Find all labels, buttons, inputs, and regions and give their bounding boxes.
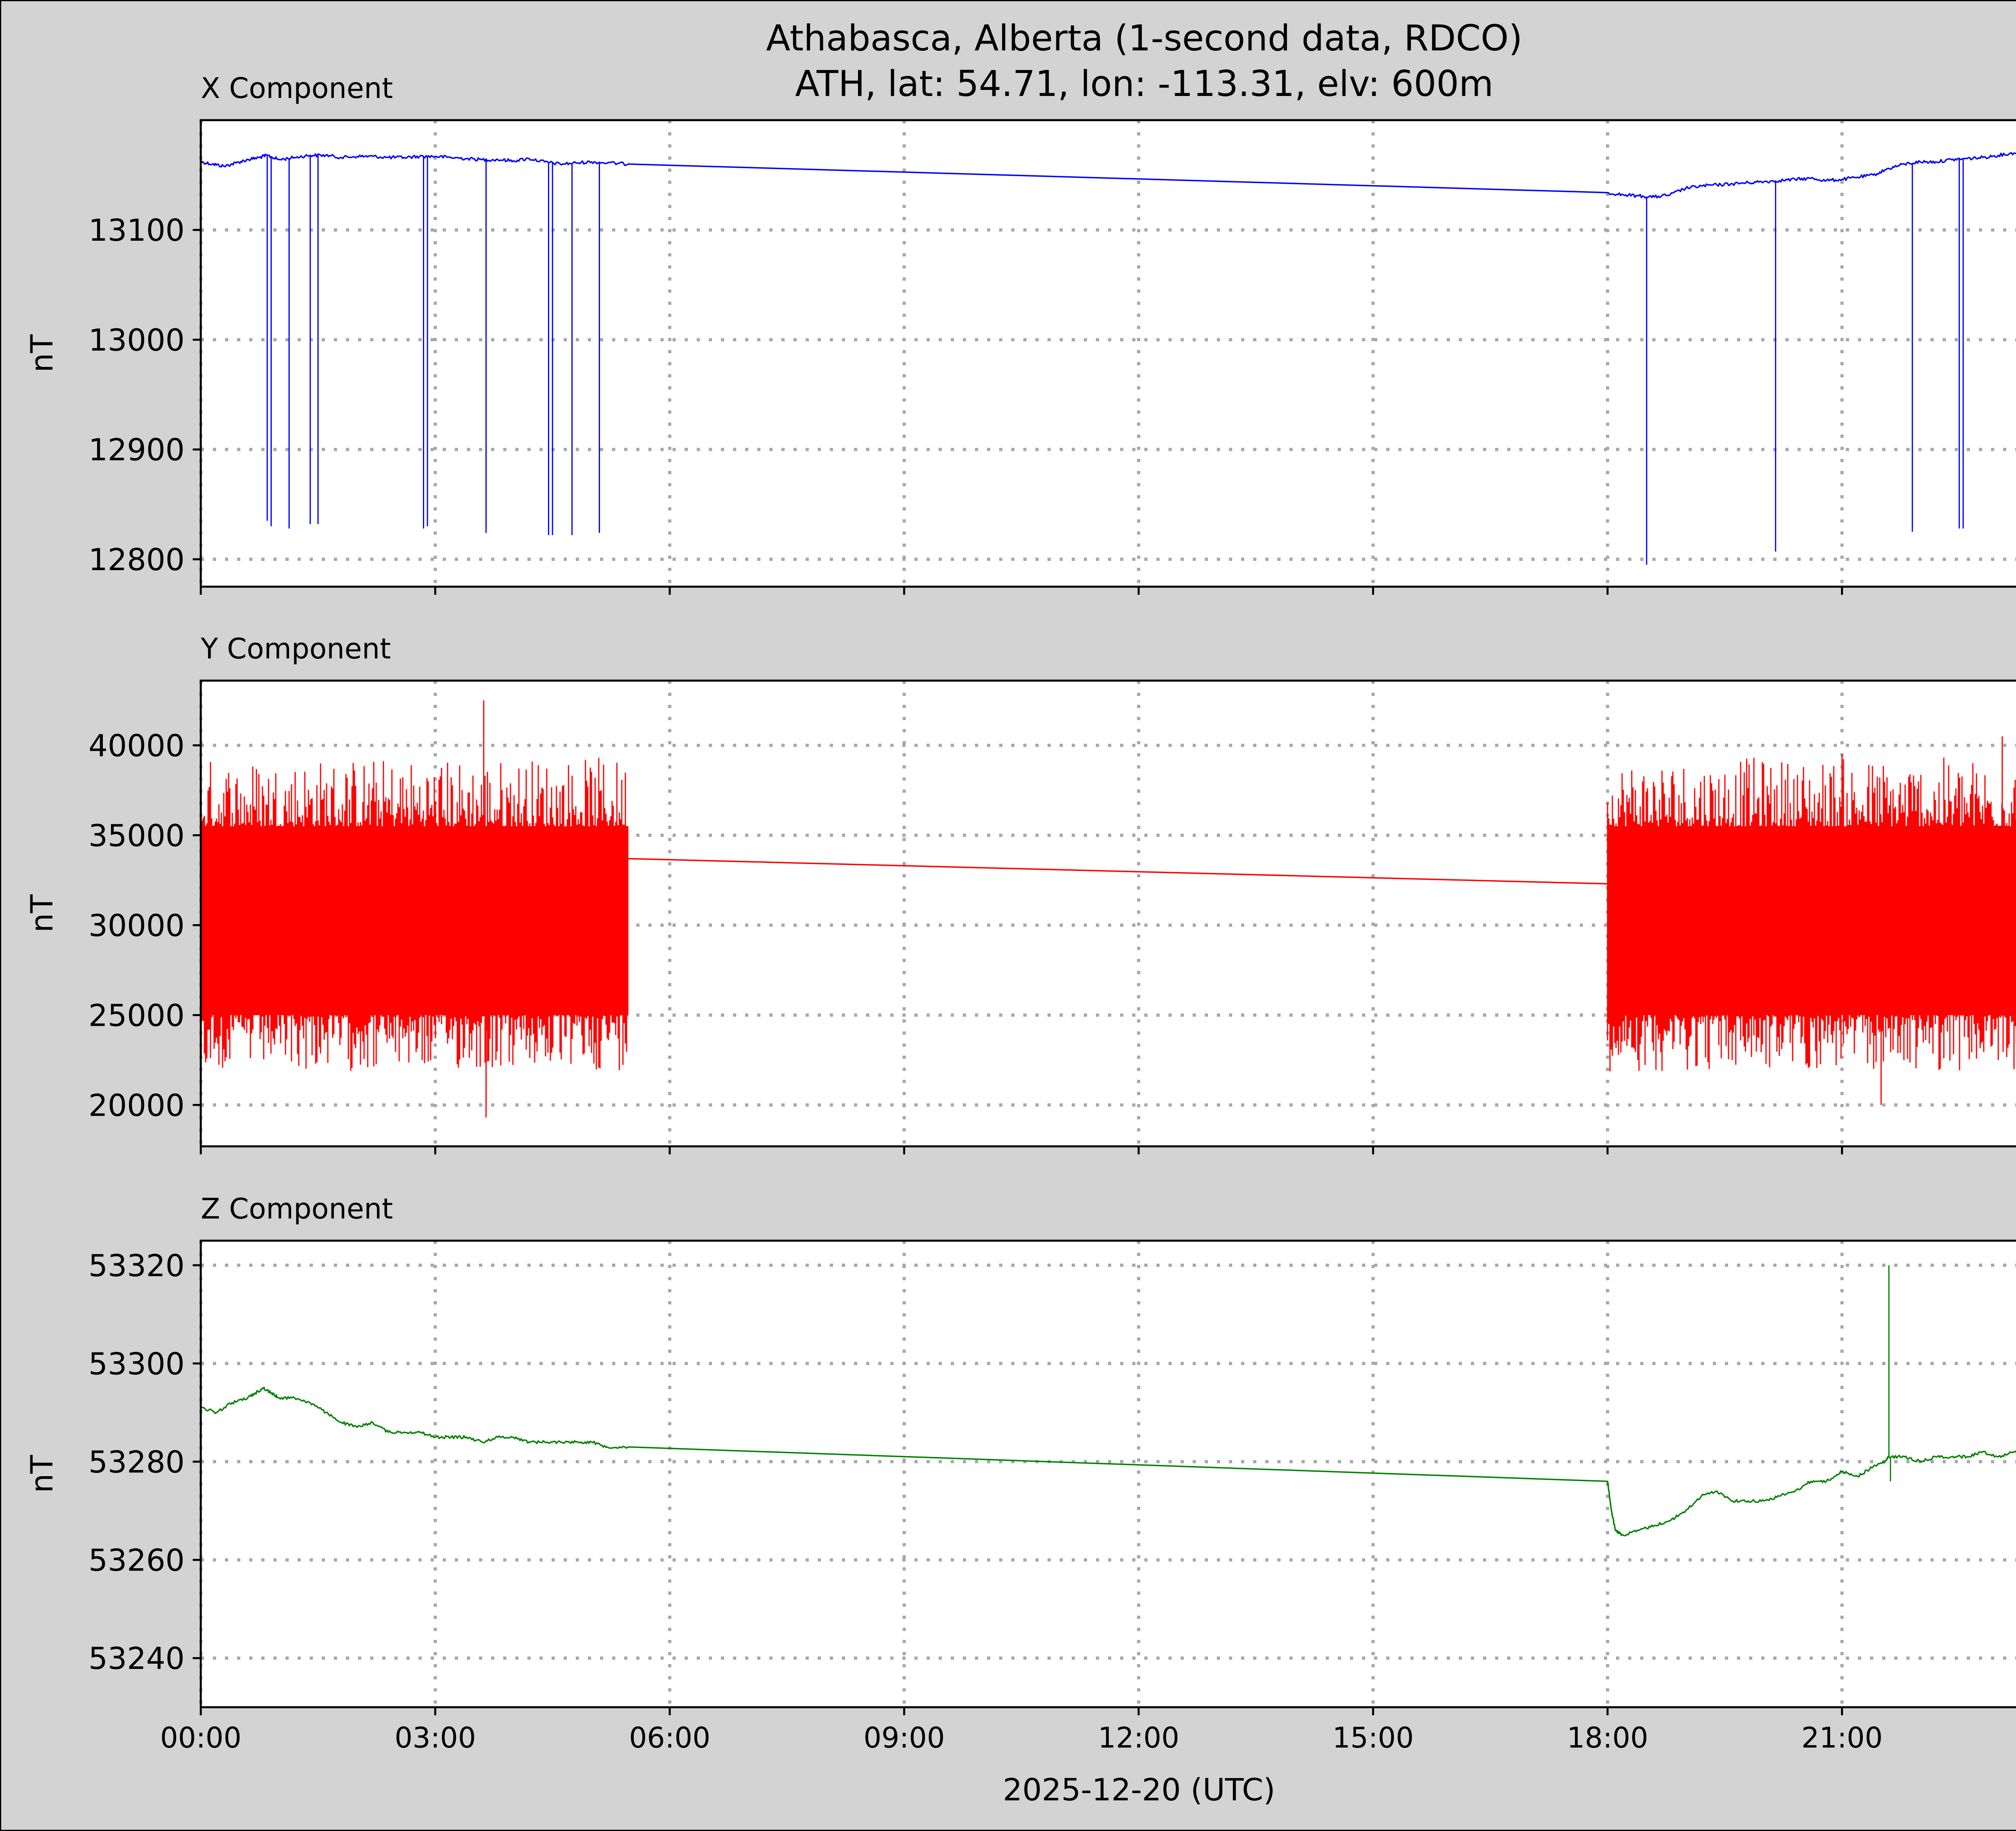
y-tick-label: 12800 bbox=[88, 542, 185, 577]
figure-title-line1: Athabasca, Alberta (1-second data, RDCO) bbox=[766, 17, 1522, 59]
figure-title-line2: ATH, lat: 54.71, lon: -113.31, elv: 600m bbox=[795, 63, 1493, 104]
x-tick-label: 21:00 bbox=[1801, 1721, 1883, 1754]
y-tick-label: 40000 bbox=[88, 728, 185, 764]
y-tick-label: 13100 bbox=[88, 212, 185, 248]
y-axis-label: nT bbox=[24, 894, 60, 933]
y-axis-label: nT bbox=[24, 1455, 60, 1493]
y-tick-label: 53300 bbox=[88, 1346, 185, 1381]
y-tick-label: 53240 bbox=[88, 1641, 185, 1676]
subplot-title: Y Component bbox=[200, 632, 391, 665]
plot-content bbox=[201, 1265, 2016, 1537]
series-line-0 bbox=[201, 1386, 2016, 1537]
x-tick-label: 15:00 bbox=[1333, 1721, 1414, 1754]
x-tick-label: 12:00 bbox=[1098, 1721, 1179, 1754]
z-component-panel: 53240 53260 53280 53300 53320 00:00 03:00 06:00… bbox=[24, 1192, 2016, 1754]
y-tick-label: 30000 bbox=[88, 908, 185, 943]
y-component-panel: 20000 25000 30000 35000 40000 Y Component nT bbox=[24, 632, 2016, 1154]
y-tick-label: 35000 bbox=[88, 818, 185, 854]
x-tick-label: 00:00 bbox=[160, 1721, 242, 1754]
x-tick-label: 18:00 bbox=[1567, 1721, 1648, 1754]
plot-content bbox=[201, 152, 2016, 565]
y-axis-label: nT bbox=[24, 334, 60, 373]
x-tick-label: 03:00 bbox=[395, 1721, 476, 1754]
series-line-0 bbox=[628, 858, 1608, 885]
y-tick-label: 53320 bbox=[88, 1248, 185, 1283]
plot-area bbox=[201, 1241, 2016, 1707]
plot-area bbox=[201, 120, 2016, 587]
y-tick-label: 53280 bbox=[88, 1444, 185, 1480]
y-tick-label: 25000 bbox=[88, 998, 185, 1033]
x-tick-label: 06:00 bbox=[629, 1721, 710, 1754]
subplot-title: X Component bbox=[201, 72, 393, 105]
plot-content bbox=[201, 700, 2016, 1118]
x-component-panel: 12800 12900 13000 13100 X Component nT bbox=[24, 72, 2016, 595]
x-tick-label: 09:00 bbox=[864, 1721, 945, 1754]
y-tick-label: 20000 bbox=[88, 1087, 185, 1123]
subplot-title: Z Component bbox=[201, 1192, 393, 1225]
series-line-0 bbox=[201, 152, 2016, 199]
y-tick-label: 13000 bbox=[88, 322, 185, 358]
y-tick-label: 12900 bbox=[88, 432, 185, 468]
y-tick-label: 53260 bbox=[88, 1543, 185, 1578]
figure-xlabel: 2025-12-20 (UTC) bbox=[1003, 1772, 1275, 1808]
noise-band-spikes bbox=[1607, 757, 2016, 1071]
